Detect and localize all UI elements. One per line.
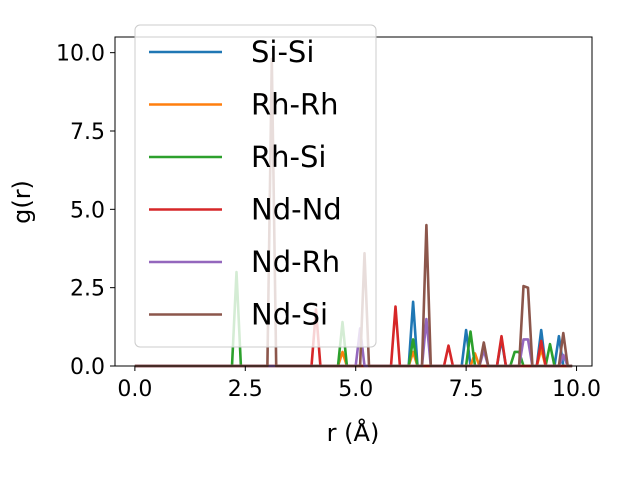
x-axis: 0.0 2.5 5.0 7.5 10.0 — [117, 366, 601, 402]
y-tick-label: 7.5 — [70, 120, 105, 145]
y-axis: 0.0 2.5 5.0 7.5 10.0 — [56, 42, 115, 380]
y-axis-label: g(r) — [8, 180, 36, 224]
x-tick-label: 0.0 — [117, 377, 152, 402]
legend-label-rh-si: Rh-Si — [251, 140, 326, 174]
x-axis-label: r (Å) — [327, 418, 380, 447]
x-tick-label: 10.0 — [552, 377, 601, 402]
y-tick-label: 10.0 — [56, 42, 105, 67]
legend-label-rh-rh: Rh-Rh — [251, 88, 339, 122]
y-tick-label: 5.0 — [70, 198, 105, 223]
legend-label-si-si: Si-Si — [251, 35, 314, 69]
legend-label-nd-rh: Nd-Rh — [251, 245, 340, 279]
y-tick-label: 0.0 — [70, 355, 105, 380]
legend-label-nd-nd: Nd-Nd — [251, 193, 342, 227]
y-tick-label: 2.5 — [70, 277, 105, 302]
legend-label-nd-si: Nd-Si — [251, 298, 328, 332]
x-tick-label: 5.0 — [338, 377, 373, 402]
legend: Si-Si Rh-Rh Rh-Si Nd-Nd Nd-Rh Nd-Si — [134, 24, 377, 348]
x-tick-label: 2.5 — [228, 377, 263, 402]
x-tick-label: 7.5 — [449, 377, 484, 402]
